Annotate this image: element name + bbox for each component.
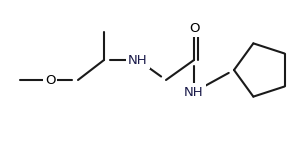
Text: NH: NH bbox=[128, 53, 148, 66]
Text: O: O bbox=[45, 74, 55, 87]
Text: NH: NH bbox=[184, 86, 204, 99]
Text: O: O bbox=[189, 21, 199, 34]
